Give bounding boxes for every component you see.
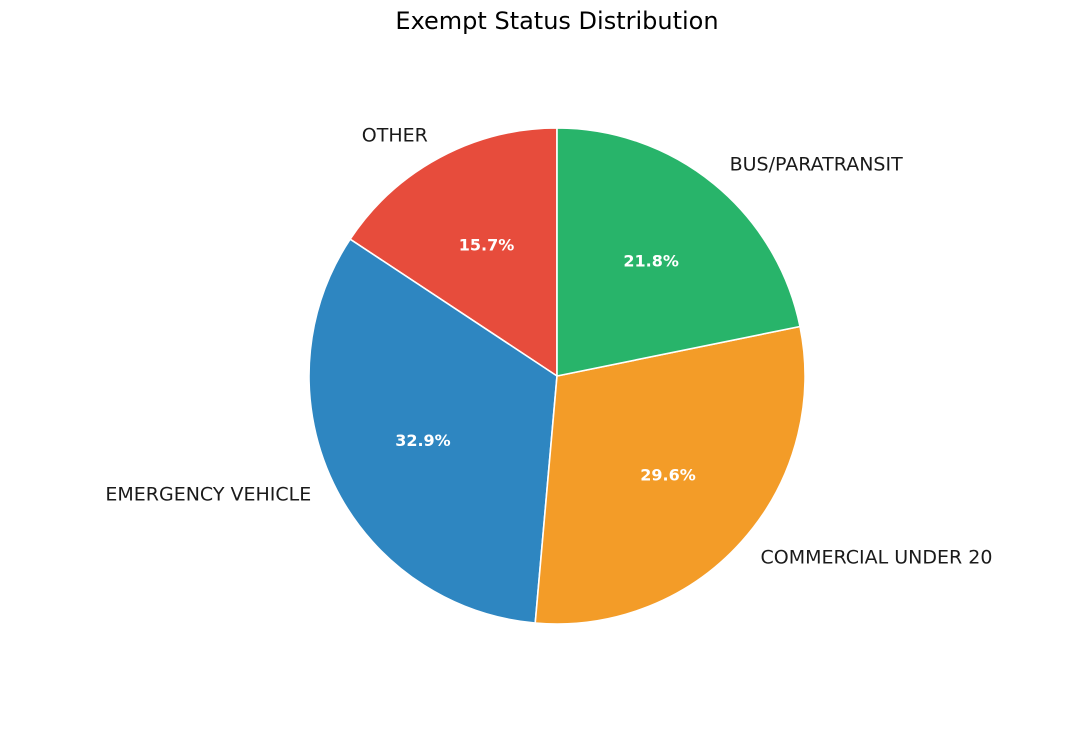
slice-percent-bus-paratransit: 21.8% [623,251,679,270]
slice-label-other: OTHER [362,125,428,147]
pie-slice-commercial-under-20 [534,325,806,625]
pie-slice-emergency-vehicle [308,238,558,624]
chart-title: Exempt Status Distribution [395,7,718,35]
slice-percent-commercial-under-20: 29.6% [640,466,696,485]
pie-slice-other [349,127,558,377]
slice-label-bus-paratransit: BUS/PARATRANSIT [730,154,904,176]
slice-percent-emergency-vehicle: 32.9% [395,431,451,450]
slice-percent-other: 15.7% [459,235,515,254]
slice-label-emergency-vehicle: EMERGENCY VEHICLE [105,483,311,505]
pie-labels: OTHER 15.7% EMERGENCY VEHICLE 32.9% COMMERCI… [105,125,992,569]
pie-slice-bus-paratransit [556,127,801,377]
pie-slices [308,127,806,625]
slice-label-commercial-under-20: COMMERCIAL UNDER 20 [760,547,992,569]
